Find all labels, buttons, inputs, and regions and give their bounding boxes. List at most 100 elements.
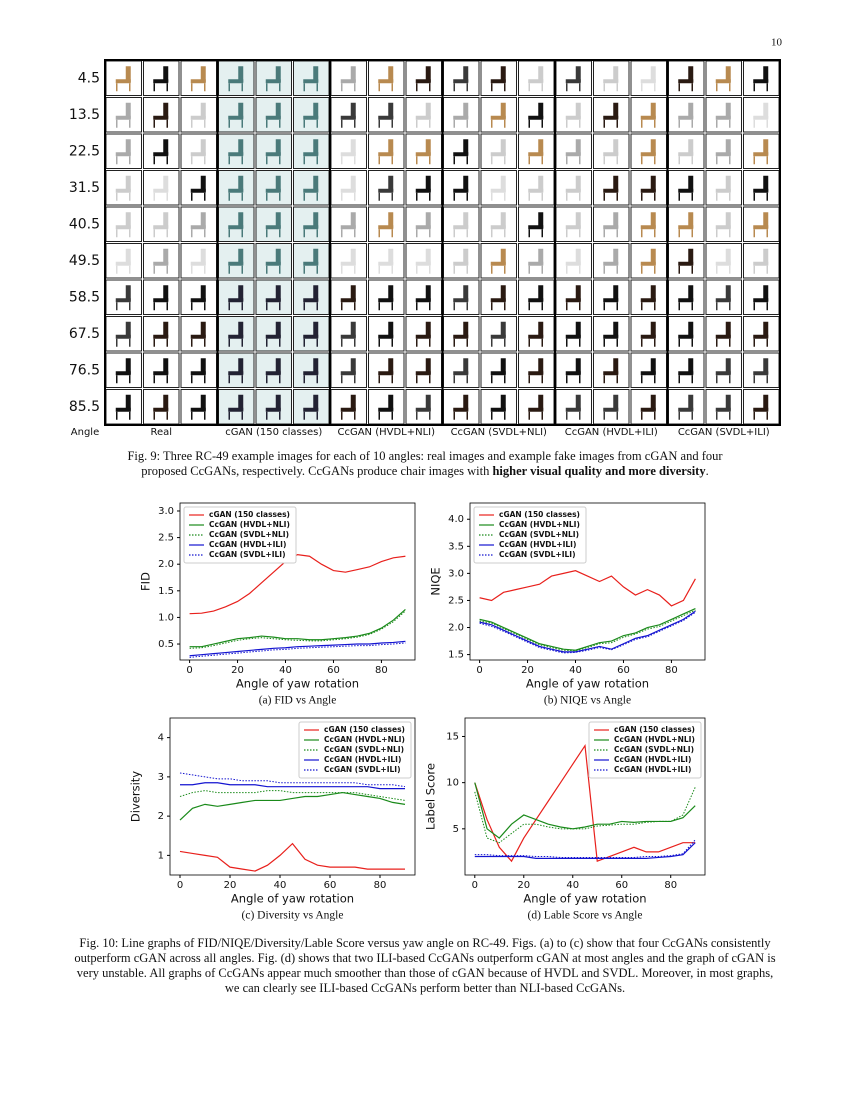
chair-seat bbox=[115, 407, 131, 412]
chair-seat bbox=[640, 225, 656, 230]
chair-back bbox=[388, 321, 394, 338]
chair-back bbox=[575, 358, 581, 375]
image-cell bbox=[480, 133, 517, 169]
chair-back bbox=[313, 285, 319, 302]
chair-back bbox=[200, 175, 206, 192]
image-cell bbox=[705, 389, 742, 425]
chair-back bbox=[463, 175, 469, 192]
chair-seat bbox=[453, 115, 469, 120]
image-cell bbox=[255, 97, 292, 133]
image-cell bbox=[743, 316, 780, 352]
chair-back bbox=[575, 139, 581, 156]
image-cell bbox=[705, 279, 742, 315]
chair-seat bbox=[490, 152, 506, 157]
chair-back bbox=[763, 394, 769, 411]
row-label: 40.5 bbox=[69, 216, 100, 232]
series-line bbox=[180, 782, 405, 790]
chair-back bbox=[313, 321, 319, 338]
series-line bbox=[474, 839, 696, 858]
chair-seat bbox=[190, 407, 206, 412]
chair-seat bbox=[415, 152, 431, 157]
chair-seat bbox=[453, 298, 469, 303]
chair-seat bbox=[640, 188, 656, 193]
x-tick-label: 80 bbox=[665, 665, 678, 676]
image-cell bbox=[405, 97, 442, 133]
chair-seat bbox=[190, 371, 206, 376]
figure9-caption: Fig. 9: Three RC-49 example images for e… bbox=[112, 449, 738, 479]
chair-back bbox=[575, 212, 581, 229]
image-cell bbox=[218, 97, 255, 133]
image-cell bbox=[630, 279, 667, 315]
legend-label: CcGAN (HVDL+ILI) bbox=[499, 540, 576, 549]
chair-back bbox=[275, 358, 281, 375]
image-cell bbox=[555, 133, 592, 169]
chair-back bbox=[238, 358, 244, 375]
chair-back bbox=[500, 248, 506, 265]
image-cell bbox=[368, 279, 405, 315]
image-cell bbox=[630, 243, 667, 279]
chair-seat bbox=[303, 152, 319, 157]
chair-seat bbox=[678, 407, 694, 412]
chair-back bbox=[163, 248, 169, 265]
chair-seat bbox=[753, 261, 769, 266]
chair-seat bbox=[715, 79, 731, 84]
chair-seat bbox=[228, 371, 244, 376]
chair-seat bbox=[565, 371, 581, 376]
image-cell bbox=[180, 352, 217, 388]
column-label: cGAN (150 classes) bbox=[225, 427, 322, 438]
image-cell bbox=[330, 60, 367, 96]
image-cell bbox=[593, 279, 630, 315]
chair-seat bbox=[678, 225, 694, 230]
chair-seat bbox=[115, 115, 131, 120]
image-cell bbox=[405, 60, 442, 96]
image-cell bbox=[105, 243, 142, 279]
chair-back bbox=[163, 66, 169, 83]
legend-label: CcGAN (HVDL+NLI) bbox=[209, 520, 290, 529]
image-cell bbox=[518, 316, 555, 352]
chair-seat bbox=[528, 115, 544, 120]
image-cell bbox=[743, 279, 780, 315]
chair-back bbox=[200, 139, 206, 156]
chair-seat bbox=[415, 371, 431, 376]
x-tick-label: 20 bbox=[521, 665, 534, 676]
image-cell bbox=[480, 352, 517, 388]
image-cell bbox=[368, 389, 405, 425]
chair-seat bbox=[340, 225, 356, 230]
legend-label: cGAN (150 classes) bbox=[499, 510, 580, 519]
chair-seat bbox=[153, 79, 169, 84]
subfigure-caption: (a) FID vs Angle bbox=[259, 695, 337, 707]
image-cell bbox=[218, 352, 255, 388]
image-cell bbox=[293, 97, 330, 133]
image-cell bbox=[480, 279, 517, 315]
chair-back bbox=[575, 285, 581, 302]
image-cell bbox=[705, 97, 742, 133]
image-cell bbox=[105, 133, 142, 169]
series-line bbox=[179, 842, 405, 872]
image-cell bbox=[668, 389, 705, 425]
chair-back bbox=[350, 66, 356, 83]
image-cell bbox=[218, 206, 255, 242]
chair-seat bbox=[153, 261, 169, 266]
row-label: 67.5 bbox=[69, 326, 100, 342]
x-tick-label: 80 bbox=[374, 880, 387, 891]
image-cell bbox=[180, 279, 217, 315]
chair-back bbox=[763, 358, 769, 375]
image-cell bbox=[330, 243, 367, 279]
legend-label: cGAN (150 classes) bbox=[324, 725, 405, 734]
image-cell bbox=[293, 206, 330, 242]
series-line bbox=[189, 640, 406, 657]
chair-seat bbox=[715, 225, 731, 230]
chair-back bbox=[463, 285, 469, 302]
chair-back bbox=[463, 212, 469, 229]
image-cell bbox=[480, 170, 517, 206]
image-cell bbox=[405, 352, 442, 388]
chair-back bbox=[763, 212, 769, 229]
chair-back bbox=[350, 139, 356, 156]
image-cell bbox=[630, 389, 667, 425]
image-cell bbox=[218, 279, 255, 315]
chair-back bbox=[200, 248, 206, 265]
series-line bbox=[474, 842, 696, 859]
chair-back bbox=[275, 248, 281, 265]
chair-back bbox=[238, 285, 244, 302]
y-tick-label: 1.5 bbox=[158, 586, 174, 597]
